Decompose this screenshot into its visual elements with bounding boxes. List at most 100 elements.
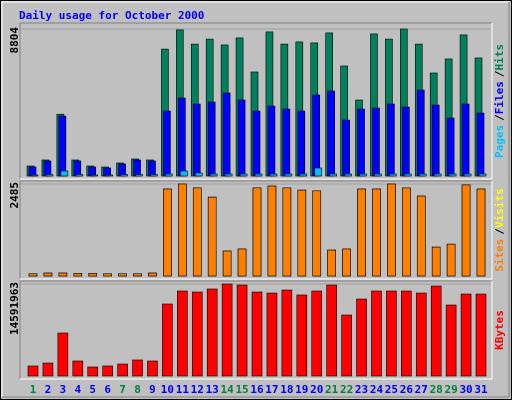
bar <box>312 190 322 277</box>
bar <box>147 360 158 377</box>
bar <box>177 290 188 377</box>
bar <box>478 173 487 177</box>
bar <box>103 273 112 277</box>
bar <box>221 283 233 377</box>
bar <box>357 188 366 277</box>
x-tick-label: 16 <box>250 383 264 396</box>
bar <box>327 249 336 277</box>
x-tick-label: 19 <box>295 383 308 396</box>
bar <box>386 290 397 377</box>
bar <box>88 166 97 177</box>
bar <box>30 174 39 177</box>
bar <box>239 173 248 177</box>
bar <box>326 284 337 377</box>
bar <box>118 273 127 277</box>
bar <box>43 160 52 177</box>
bar <box>282 108 291 177</box>
bar <box>222 250 232 277</box>
x-tick-label: 20 <box>310 383 323 396</box>
bar <box>433 173 442 177</box>
bar <box>88 273 98 277</box>
bar <box>372 188 381 277</box>
bar <box>445 304 457 377</box>
legend: KBytes <box>493 310 506 350</box>
legend-separator: / <box>493 114 506 121</box>
bar <box>87 366 99 377</box>
bar <box>120 174 128 177</box>
bar <box>418 173 427 177</box>
bar <box>267 105 276 177</box>
bar <box>371 290 382 377</box>
x-tick-label: 14 <box>221 383 235 396</box>
bar <box>327 90 335 177</box>
panel-bevel <box>20 181 493 280</box>
bar <box>430 285 442 377</box>
bar <box>431 104 440 177</box>
x-tick-label: 27 <box>415 383 428 396</box>
bar <box>237 99 246 177</box>
legend-separator: / <box>493 228 506 235</box>
y-tick-label: 14591963 <box>8 282 21 335</box>
legend-entry: Visits <box>493 188 506 228</box>
legend: Sites /Visits <box>493 188 506 272</box>
bar <box>206 288 218 377</box>
bar <box>72 360 84 377</box>
legend-entry: Pages <box>493 125 506 158</box>
bar <box>192 187 202 277</box>
bar <box>266 292 278 377</box>
bar <box>118 163 126 177</box>
bar <box>387 103 395 177</box>
bar <box>42 362 54 377</box>
bar <box>150 174 158 177</box>
bar <box>312 94 321 177</box>
bar <box>402 106 410 177</box>
x-tick-label: 4 <box>74 383 81 396</box>
bar <box>75 174 84 177</box>
legend: Pages/Files/Hits <box>493 44 506 158</box>
legend-entry: KBytes <box>493 310 506 350</box>
bar <box>476 112 485 177</box>
bar <box>463 173 472 177</box>
bar <box>446 117 455 177</box>
x-tick-label: 22 <box>340 383 353 396</box>
bar <box>374 173 382 177</box>
bar <box>148 272 157 277</box>
panel-bevel <box>19 280 492 379</box>
bar <box>180 170 188 177</box>
bar <box>105 174 113 177</box>
bar <box>194 172 203 177</box>
bar <box>222 92 231 177</box>
bar <box>135 174 143 177</box>
bar <box>132 359 143 377</box>
x-tick-label: 8 <box>134 383 141 396</box>
bar <box>133 273 142 277</box>
bar <box>461 184 471 277</box>
bar <box>431 246 441 277</box>
bar <box>207 196 217 277</box>
bar <box>401 290 412 377</box>
x-tick-label: 31 <box>474 383 488 396</box>
bar <box>58 115 67 177</box>
x-tick-label: 28 <box>430 383 443 396</box>
bar <box>209 173 218 177</box>
x-tick-label: 15 <box>235 383 248 396</box>
x-tick-label: 23 <box>355 383 368 396</box>
bar <box>402 187 411 277</box>
bar <box>476 188 486 277</box>
bar <box>28 273 38 277</box>
panel-bevel <box>19 180 492 279</box>
bar <box>284 173 293 177</box>
bar <box>251 291 263 377</box>
bar <box>117 363 128 377</box>
x-tick-label: 1 <box>30 383 37 396</box>
x-tick-label: 25 <box>385 383 398 396</box>
legend-entry: Files <box>493 81 506 114</box>
bar <box>45 174 54 177</box>
bar <box>387 183 396 277</box>
bar <box>28 166 37 177</box>
panel-bevel <box>20 23 493 180</box>
x-tick-label: 3 <box>60 383 67 396</box>
